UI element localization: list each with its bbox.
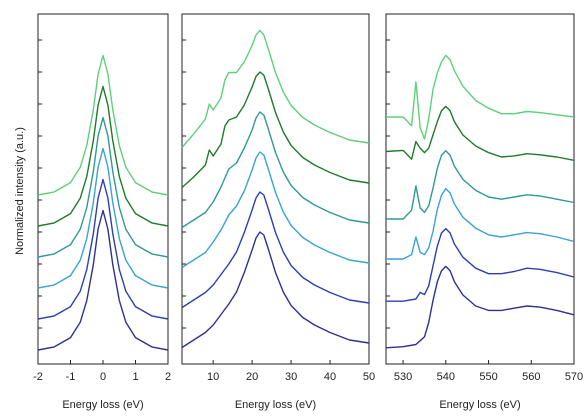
spectrum-line-1 bbox=[385, 265, 575, 349]
spectrum-line-4 bbox=[37, 116, 169, 258]
x-tick-label: 40 bbox=[324, 371, 336, 383]
x-axis-label: Energy loss (eV) bbox=[439, 399, 520, 411]
panel-valence-loss: 10 20 30 40 50 Energy loss (eV) bbox=[181, 13, 375, 411]
x-tick-label: -1 bbox=[66, 371, 76, 383]
spectrum-line-3 bbox=[37, 147, 169, 289]
spectrum-line-5 bbox=[37, 85, 169, 227]
x-tick-label: 0 bbox=[100, 371, 106, 383]
spectrum-line-6 bbox=[37, 54, 169, 196]
x-tick-label: 10 bbox=[207, 371, 219, 383]
x-tick-label: 1 bbox=[132, 371, 138, 383]
spectrum-line-6 bbox=[386, 54, 575, 140]
spectrum-line-2 bbox=[37, 178, 169, 320]
x-tick-label: 2 bbox=[165, 371, 171, 383]
panel-frame bbox=[181, 13, 370, 365]
x-tick-label: 30 bbox=[285, 371, 297, 383]
spectrum-line-1 bbox=[181, 231, 370, 349]
x-tick-label: 540 bbox=[437, 371, 455, 383]
spectrum-line-1 bbox=[37, 209, 169, 351]
panel-frame bbox=[385, 13, 575, 365]
x-axis-label: Energy loss (eV) bbox=[62, 399, 143, 411]
spectrum-line-6 bbox=[181, 29, 370, 148]
spectrum-line-5 bbox=[385, 105, 575, 161]
spectrum-line-2 bbox=[386, 227, 575, 302]
x-tick-label: -2 bbox=[33, 371, 43, 383]
spectrum-line-2 bbox=[181, 191, 370, 309]
x-tick-label: 20 bbox=[246, 371, 258, 383]
panel-oxygen-k-edge: 530 540 550 560 570 Energy loss (eV) bbox=[385, 13, 583, 411]
y-axis-label: Normalized intensity (a.u.) bbox=[14, 127, 26, 255]
panel-low-loss: -2 -1 0 1 2 Energy loss (eV) bbox=[33, 13, 171, 411]
x-tick-label: 50 bbox=[363, 371, 375, 383]
spectrum-line-3 bbox=[386, 187, 575, 260]
spectrum-line-4 bbox=[181, 111, 370, 229]
panel-frame bbox=[37, 13, 169, 365]
spectrum-line-4 bbox=[386, 150, 575, 220]
x-tick-label: 560 bbox=[522, 371, 540, 383]
x-tick-label: 530 bbox=[394, 371, 412, 383]
x-tick-label: 550 bbox=[479, 371, 497, 383]
spectrum-line-5 bbox=[181, 71, 370, 189]
spectrum-line-3 bbox=[181, 151, 370, 269]
x-tick-label: 570 bbox=[565, 371, 583, 383]
x-axis-label: Energy loss (eV) bbox=[235, 399, 316, 411]
